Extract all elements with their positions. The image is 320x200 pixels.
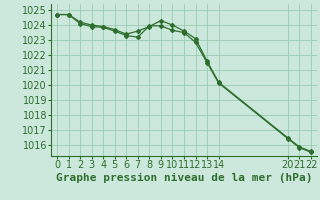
X-axis label: Graphe pression niveau de la mer (hPa): Graphe pression niveau de la mer (hPa) bbox=[56, 173, 312, 183]
